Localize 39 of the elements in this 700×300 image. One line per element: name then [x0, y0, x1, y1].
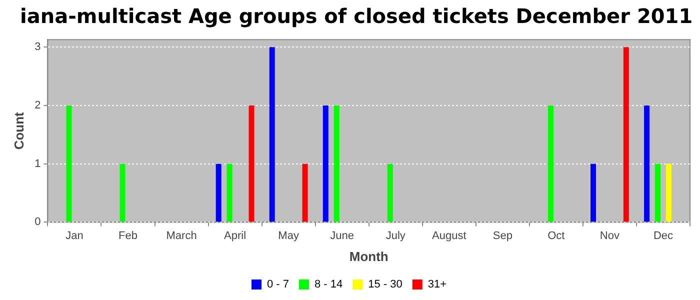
bar [226, 164, 232, 222]
bar [590, 164, 596, 222]
x-tick-label: July [386, 230, 406, 242]
bar [66, 106, 72, 222]
x-tick-label: Sep [492, 230, 512, 242]
bar [655, 164, 660, 222]
bar [644, 106, 650, 222]
bar [548, 106, 554, 222]
x-tick-label: August [432, 230, 466, 242]
legend-label: 8 - 14 [314, 278, 343, 291]
legend-label: 31+ [428, 278, 447, 291]
x-tick-label: Nov [600, 230, 620, 242]
bar [322, 106, 328, 222]
y-axis-title: Count [11, 111, 26, 150]
y-tick-label: 3 [34, 41, 41, 54]
bar [666, 164, 672, 222]
x-tick-label: Jan [66, 230, 84, 242]
x-axis-title: Month [349, 248, 388, 264]
x-tick-label: May [278, 230, 300, 242]
bar [120, 164, 126, 222]
x-tick-label: June [330, 230, 354, 242]
y-tick-label: 2 [34, 100, 41, 112]
x-tick-label: March [166, 230, 197, 242]
y-tick-label: 0 [34, 216, 41, 228]
legend-label: 0 - 7 [266, 278, 289, 291]
legend-label: 15 - 30 [368, 278, 402, 291]
bar [216, 164, 222, 222]
y-tick-label: 1 [34, 158, 41, 170]
bar [387, 164, 393, 222]
x-tick-label: April [224, 230, 246, 242]
x-tick-label: Oct [548, 230, 565, 242]
x-tick-label: Dec [653, 230, 674, 242]
bar [269, 47, 275, 222]
bar [623, 47, 629, 222]
x-tick-label: Feb [118, 230, 138, 242]
chart-title: iana-multicast Age groups of closed tickets December 2011 [20, 4, 693, 28]
bar [248, 106, 254, 222]
bar [334, 106, 340, 222]
bar [302, 164, 308, 222]
